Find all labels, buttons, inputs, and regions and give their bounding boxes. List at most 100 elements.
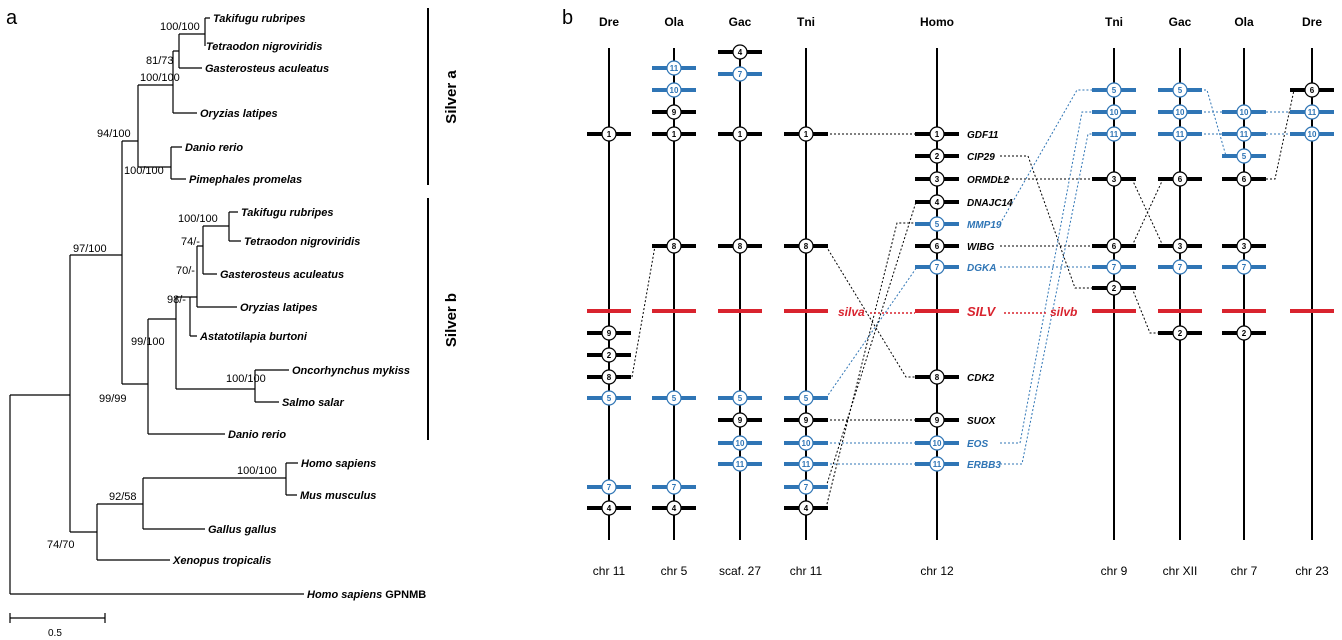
gene-number: 8 (935, 373, 940, 382)
gene-marker-tni-a: 5 (784, 390, 828, 406)
gene-number-circle (601, 347, 617, 363)
gene-number-circle (929, 369, 945, 385)
gene-number: 4 (738, 48, 743, 57)
support-value: 100/100 (160, 21, 200, 33)
gene-marker-dre-a: 4 (587, 500, 631, 516)
gene-number: 10 (736, 439, 745, 448)
gene-number: 6 (935, 242, 940, 251)
gene-marker-ola-b: 11 (1222, 126, 1266, 142)
gene-marker-gac-b: 10 (1158, 104, 1202, 120)
gene-number: 8 (607, 373, 612, 382)
gene-number: 4 (935, 198, 940, 207)
chromosome-label: chr 9 (1101, 564, 1128, 578)
gene-marker-dre-a: 7 (587, 479, 631, 495)
species-header: Tni (1105, 15, 1123, 29)
gene-number-circle (798, 479, 814, 495)
gene-number: 2 (935, 152, 940, 161)
gene-marker-ola-a: 8 (652, 238, 696, 254)
gene-number-circle (601, 500, 617, 516)
support-value: 100/100 (124, 165, 164, 177)
gene-number: 1 (607, 130, 612, 139)
support-value: 92/58 (109, 491, 137, 503)
gene-marker-ola-b: 7 (1222, 259, 1266, 275)
taxon-label: Astatotilapia burtoni (199, 331, 308, 343)
gene-marker-ola-b: 3 (1222, 238, 1266, 254)
gene-number-circle (798, 500, 814, 516)
gene-label-ormdl2: ORMDL2 (967, 175, 1010, 186)
taxon-label: Tetraodon nigroviridis (206, 41, 322, 53)
gene-number-circle (929, 126, 945, 142)
gene-marker-tni-a: 10 (784, 435, 828, 451)
gene-marker-homo: 4 (915, 194, 959, 210)
chromosome-label: chr 11 (790, 564, 823, 578)
gene-number-circle (666, 238, 682, 254)
gene-marker-tni-b: 2 (1092, 280, 1136, 296)
gene-number: 2 (1178, 329, 1183, 338)
gene-marker-tni-a: 1 (784, 126, 828, 142)
gene-number: 1 (738, 130, 743, 139)
panel-a: a Takifugu rubri (6, 7, 460, 639)
gene-marker-gac-b: 3 (1158, 238, 1202, 254)
scale-bar-line (9, 613, 106, 623)
gene-number: 7 (1112, 263, 1117, 272)
support-value: 99/99 (99, 393, 127, 405)
gene-number: 6 (1112, 242, 1117, 251)
gene-marker-dre-a: 2 (587, 347, 631, 363)
silva-label: silva (838, 305, 865, 319)
gene-number: 9 (672, 108, 677, 117)
connector (825, 201, 919, 488)
gene-number: 10 (1308, 130, 1317, 139)
gene-number-circle (732, 412, 748, 428)
gene-marker-homo: 2 (915, 148, 959, 164)
gene-marker-tni-a: 8 (784, 238, 828, 254)
taxon-label: Salmo salar (282, 397, 344, 409)
gene-number-circle (732, 456, 748, 472)
gene-marker-ola-a: 1 (652, 126, 696, 142)
gene-number: 9 (738, 416, 743, 425)
gene-label-gdf11: GDF11 (967, 130, 999, 141)
chromosome-label: scaf. 27 (719, 564, 761, 578)
gene-number-circle (1106, 280, 1122, 296)
gene-number: 5 (738, 394, 743, 403)
silver-b-label: Silver b (443, 293, 460, 347)
gene-marker-gac-a: 4 (718, 44, 762, 60)
gene-number-circle (666, 60, 682, 76)
scale-bar: 0.5 (9, 613, 106, 639)
gene-number: 7 (738, 70, 743, 79)
gene-label-eos: EOS (967, 439, 988, 450)
connector (825, 245, 919, 378)
gene-number: 11 (1110, 130, 1119, 139)
gene-number: 6 (1242, 175, 1247, 184)
gene-number-circle (798, 412, 814, 428)
gene-number-circle (1304, 126, 1320, 142)
chromosome-label: chr 23 (1295, 564, 1329, 578)
support-value: 100/100 (178, 213, 218, 225)
gene-number: 5 (1178, 86, 1183, 95)
chromosome-label: chr 5 (661, 564, 688, 578)
panel-b-label: b (562, 7, 573, 29)
support-value: 100/100 (140, 72, 180, 84)
connector (1000, 133, 1096, 465)
silvb-label: silvb (1050, 305, 1077, 319)
gene-number: 3 (1112, 175, 1117, 184)
gene-number: 10 (1110, 108, 1119, 117)
gene-number-circle (798, 456, 814, 472)
connector (1196, 89, 1227, 157)
gene-marker-homo: 6 (915, 238, 959, 254)
silver-a-label: Silver a (443, 70, 460, 124)
chromosome-label: chr 11 (593, 564, 626, 578)
gene-number: 6 (1310, 86, 1315, 95)
gene-number: 7 (607, 483, 612, 492)
connector (1262, 89, 1295, 180)
gene-marker-ola-b: 6 (1222, 171, 1266, 187)
gene-number-circle (666, 82, 682, 98)
gene-number-circle (1106, 82, 1122, 98)
gene-number-circle (798, 435, 814, 451)
gene-number-circle (1106, 126, 1122, 142)
gene-marker-gac-a: 5 (718, 390, 762, 406)
gene-marker-gac-a: 9 (718, 412, 762, 428)
gene-number-circle (1236, 259, 1252, 275)
gene-number-circle (732, 390, 748, 406)
gene-number-circle (601, 369, 617, 385)
gene-marker-ola-b: 5 (1222, 148, 1266, 164)
